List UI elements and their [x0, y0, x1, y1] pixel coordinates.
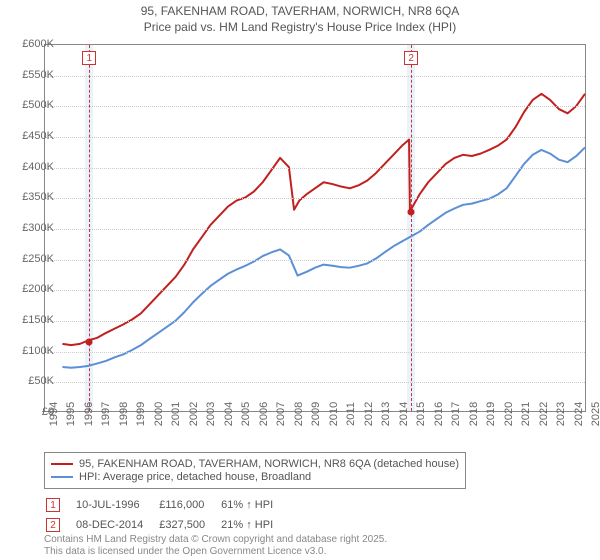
line-layer: [45, 45, 585, 411]
sale-number-badge: 1: [46, 498, 60, 512]
sale-marker: 2: [404, 51, 418, 65]
x-axis-label: 2015: [415, 402, 427, 426]
legend-row: HPI: Average price, detached house, Broa…: [51, 471, 459, 483]
y-gridline: [45, 76, 585, 77]
attribution-line: This data is licensed under the Open Gov…: [44, 546, 387, 558]
sale-dot: [86, 338, 93, 345]
x-axis-label: 2003: [205, 402, 217, 426]
sale-date: 08-DEC-2014: [76, 516, 157, 534]
y-axis-label: £500K: [10, 99, 54, 111]
title-line-2: Price paid vs. HM Land Registry's House …: [0, 20, 600, 36]
y-gridline: [45, 382, 585, 383]
y-axis-label: £100K: [10, 345, 54, 357]
x-axis-label: 2009: [310, 402, 322, 426]
y-axis-label: £350K: [10, 191, 54, 203]
chart-container: 95, FAKENHAM ROAD, TAVERHAM, NORWICH, NR…: [0, 0, 600, 560]
y-axis-label: £200K: [10, 283, 54, 295]
legend-label: HPI: Average price, detached house, Broa…: [79, 471, 311, 483]
x-axis-label: 2000: [153, 402, 165, 426]
y-gridline: [45, 106, 585, 107]
sale-price: £116,000: [159, 496, 219, 514]
x-axis-label: 2001: [170, 402, 182, 426]
sale-dot: [408, 209, 415, 216]
x-axis-label: 1999: [135, 402, 147, 426]
y-axis-label: £400K: [10, 161, 54, 173]
x-axis-label: 2013: [380, 402, 392, 426]
title-line-1: 95, FAKENHAM ROAD, TAVERHAM, NORWICH, NR…: [0, 4, 600, 20]
y-axis-label: £50K: [10, 375, 54, 387]
sale-price: £327,500: [159, 516, 219, 534]
y-axis-label: £250K: [10, 253, 54, 265]
plot-area: 12: [44, 44, 586, 412]
sale-delta: 61% ↑ HPI: [221, 496, 287, 514]
x-axis-label: 2008: [293, 402, 305, 426]
x-axis-label: 2011: [345, 402, 357, 426]
attribution: Contains HM Land Registry data © Crown c…: [44, 534, 387, 558]
x-axis-label: 2020: [503, 402, 515, 426]
legend-swatch: [51, 476, 73, 478]
series-line-hpi: [62, 147, 585, 367]
x-axis-label: 1996: [83, 402, 95, 426]
y-gridline: [45, 352, 585, 353]
y-gridline: [45, 290, 585, 291]
x-axis-label: 2004: [223, 402, 235, 426]
y-axis-label: £150K: [10, 314, 54, 326]
x-axis-label: 2016: [433, 402, 445, 426]
x-axis-label: 2010: [328, 402, 340, 426]
legend-label: 95, FAKENHAM ROAD, TAVERHAM, NORWICH, NR…: [79, 458, 459, 470]
y-axis-label: £300K: [10, 222, 54, 234]
y-gridline: [45, 137, 585, 138]
sale-date: 10-JUL-1996: [76, 496, 157, 514]
sale-marker: 1: [82, 51, 96, 65]
y-axis-label: £550K: [10, 69, 54, 81]
x-axis-label: 2007: [275, 402, 287, 426]
sales-table: 1 10-JUL-1996 £116,000 61% ↑ HPI 2 08-DE…: [44, 494, 289, 536]
x-axis-label: 2024: [573, 402, 585, 426]
x-axis-label: 2002: [188, 402, 200, 426]
x-axis-label: 2006: [258, 402, 270, 426]
x-axis-label: 2021: [520, 402, 532, 426]
x-axis-label: 1997: [100, 402, 112, 426]
series-line-price_paid: [62, 94, 585, 345]
x-axis-label: 2019: [485, 402, 497, 426]
y-axis-label: £600K: [10, 38, 54, 50]
y-gridline: [45, 168, 585, 169]
x-axis-label: 2018: [468, 402, 480, 426]
sale-number-badge: 2: [46, 518, 60, 532]
x-axis-label: 2012: [363, 402, 375, 426]
x-axis-label: 2005: [240, 402, 252, 426]
legend-box: 95, FAKENHAM ROAD, TAVERHAM, NORWICH, NR…: [44, 452, 466, 489]
x-axis-label: 2025: [590, 402, 600, 426]
y-gridline: [45, 260, 585, 261]
x-axis-label: 1998: [118, 402, 130, 426]
x-axis-label: 1994: [48, 402, 60, 426]
y-gridline: [45, 321, 585, 322]
legend-swatch: [51, 463, 73, 465]
y-gridline: [45, 198, 585, 199]
sale-delta: 21% ↑ HPI: [221, 516, 287, 534]
attribution-line: Contains HM Land Registry data © Crown c…: [44, 534, 387, 546]
x-axis-label: 2014: [398, 402, 410, 426]
x-axis-label: 2017: [450, 402, 462, 426]
x-axis-label: 2022: [538, 402, 550, 426]
legend-row: 95, FAKENHAM ROAD, TAVERHAM, NORWICH, NR…: [51, 458, 459, 470]
chart-title: 95, FAKENHAM ROAD, TAVERHAM, NORWICH, NR…: [0, 0, 600, 35]
sales-row: 2 08-DEC-2014 £327,500 21% ↑ HPI: [46, 516, 287, 534]
y-gridline: [45, 229, 585, 230]
y-axis-label: £450K: [10, 130, 54, 142]
x-axis-label: 2023: [555, 402, 567, 426]
x-axis-label: 1995: [65, 402, 77, 426]
sales-row: 1 10-JUL-1996 £116,000 61% ↑ HPI: [46, 496, 287, 514]
